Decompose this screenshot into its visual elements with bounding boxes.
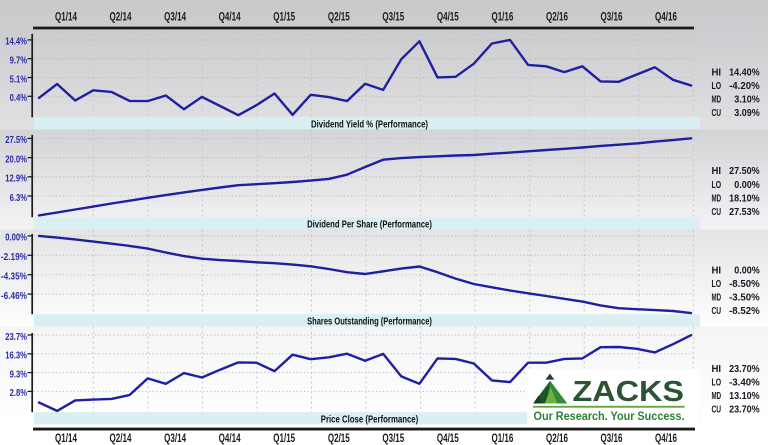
svg-text:2.8%: 2.8% xyxy=(10,388,27,399)
svg-text:-2.19%: -2.19% xyxy=(1,252,27,263)
svg-text:0.4%: 0.4% xyxy=(10,93,27,104)
svg-text:27.50%: 27.50% xyxy=(729,166,760,177)
svg-text:-4.35%: -4.35% xyxy=(1,272,27,283)
svg-text:HI: HI xyxy=(712,364,722,375)
svg-text:16.3%: 16.3% xyxy=(5,351,27,362)
svg-text:Our Research. Your Success.: Our Research. Your Success. xyxy=(534,411,685,423)
svg-text:0.00%: 0.00% xyxy=(734,180,760,191)
svg-text:Q1/15: Q1/15 xyxy=(273,12,295,24)
svg-text:LO: LO xyxy=(712,378,722,389)
svg-text:Q4/16: Q4/16 xyxy=(655,12,677,24)
svg-text:CU: CU xyxy=(712,108,722,119)
svg-text:HI: HI xyxy=(712,68,722,79)
svg-text:27.53%: 27.53% xyxy=(729,207,760,218)
svg-text:Q1/15: Q1/15 xyxy=(273,433,295,445)
svg-text:Q3/14: Q3/14 xyxy=(164,433,186,445)
svg-text:23.70%: 23.70% xyxy=(729,405,760,416)
svg-text:MD: MD xyxy=(712,95,722,106)
svg-text:Q4/14: Q4/14 xyxy=(219,433,241,445)
svg-text:Q2/16: Q2/16 xyxy=(546,433,568,445)
svg-text:Shares Outstanding (Performanc: Shares Outstanding (Performance) xyxy=(307,316,432,328)
svg-text:23.7%: 23.7% xyxy=(5,332,27,343)
svg-text:Q3/14: Q3/14 xyxy=(164,12,186,24)
svg-text:14.4%: 14.4% xyxy=(5,37,27,48)
svg-text:CU: CU xyxy=(712,207,722,218)
svg-text:LO: LO xyxy=(712,279,722,290)
svg-text:Q4/14: Q4/14 xyxy=(219,12,241,24)
svg-text:CU: CU xyxy=(712,405,722,416)
svg-text:ZACKS: ZACKS xyxy=(573,376,685,408)
svg-text:Q3/15: Q3/15 xyxy=(382,433,404,445)
svg-text:13.10%: 13.10% xyxy=(729,391,760,402)
svg-text:Q1/16: Q1/16 xyxy=(491,433,513,445)
svg-text:Price Close (Performance): Price Close (Performance) xyxy=(321,414,419,426)
svg-text:Q1/16: Q1/16 xyxy=(491,12,513,24)
svg-text:Q2/16: Q2/16 xyxy=(546,12,568,24)
svg-text:12.9%: 12.9% xyxy=(5,174,27,185)
svg-text:Dividend Per Share (Performanc: Dividend Per Share (Performance) xyxy=(307,219,432,231)
svg-text:Q4/15: Q4/15 xyxy=(437,433,459,445)
svg-text:3.10%: 3.10% xyxy=(734,95,760,106)
svg-text:Q4/15: Q4/15 xyxy=(437,12,459,24)
svg-text:Q2/15: Q2/15 xyxy=(328,433,350,445)
svg-text:-6.46%: -6.46% xyxy=(1,291,27,302)
svg-text:18.10%: 18.10% xyxy=(729,193,760,204)
svg-text:Q3/15: Q3/15 xyxy=(382,12,404,24)
svg-text:Dividend Yield % (Performance): Dividend Yield % (Performance) xyxy=(311,119,428,131)
svg-text:Q3/16: Q3/16 xyxy=(601,433,623,445)
svg-text:0.00%: 0.00% xyxy=(5,233,27,244)
svg-text:6.3%: 6.3% xyxy=(10,193,27,204)
svg-text:HI: HI xyxy=(712,266,722,277)
svg-text:Q2/14: Q2/14 xyxy=(110,433,132,445)
svg-text:LO: LO xyxy=(712,180,722,191)
svg-text:14.40%: 14.40% xyxy=(729,68,760,79)
svg-text:CU: CU xyxy=(712,306,722,317)
svg-text:HI: HI xyxy=(712,166,722,177)
svg-text:9.3%: 9.3% xyxy=(10,369,27,380)
svg-text:Q2/15: Q2/15 xyxy=(328,12,350,24)
svg-text:Q1/14: Q1/14 xyxy=(55,12,77,24)
svg-text:-8.50%: -8.50% xyxy=(729,279,760,290)
svg-text:MD: MD xyxy=(712,193,722,204)
svg-text:-3.40%: -3.40% xyxy=(729,378,760,389)
svg-text:27.5%: 27.5% xyxy=(5,135,27,146)
svg-text:Q4/16: Q4/16 xyxy=(655,433,677,445)
svg-text:-3.50%: -3.50% xyxy=(729,292,760,303)
svg-text:23.70%: 23.70% xyxy=(729,364,760,375)
svg-text:Q2/14: Q2/14 xyxy=(110,12,132,24)
svg-text:-4.20%: -4.20% xyxy=(729,81,760,92)
svg-text:5.1%: 5.1% xyxy=(10,74,27,85)
svg-text:20.0%: 20.0% xyxy=(5,154,27,165)
svg-text:-8.52%: -8.52% xyxy=(729,306,760,317)
svg-text:0.00%: 0.00% xyxy=(734,266,760,277)
svg-text:9.7%: 9.7% xyxy=(10,56,27,67)
svg-text:3.09%: 3.09% xyxy=(734,108,760,119)
svg-text:LO: LO xyxy=(712,81,722,92)
svg-text:Q3/16: Q3/16 xyxy=(601,12,623,24)
svg-text:MD: MD xyxy=(712,391,722,402)
svg-text:MD: MD xyxy=(712,292,722,303)
svg-text:Q1/14: Q1/14 xyxy=(55,433,77,445)
